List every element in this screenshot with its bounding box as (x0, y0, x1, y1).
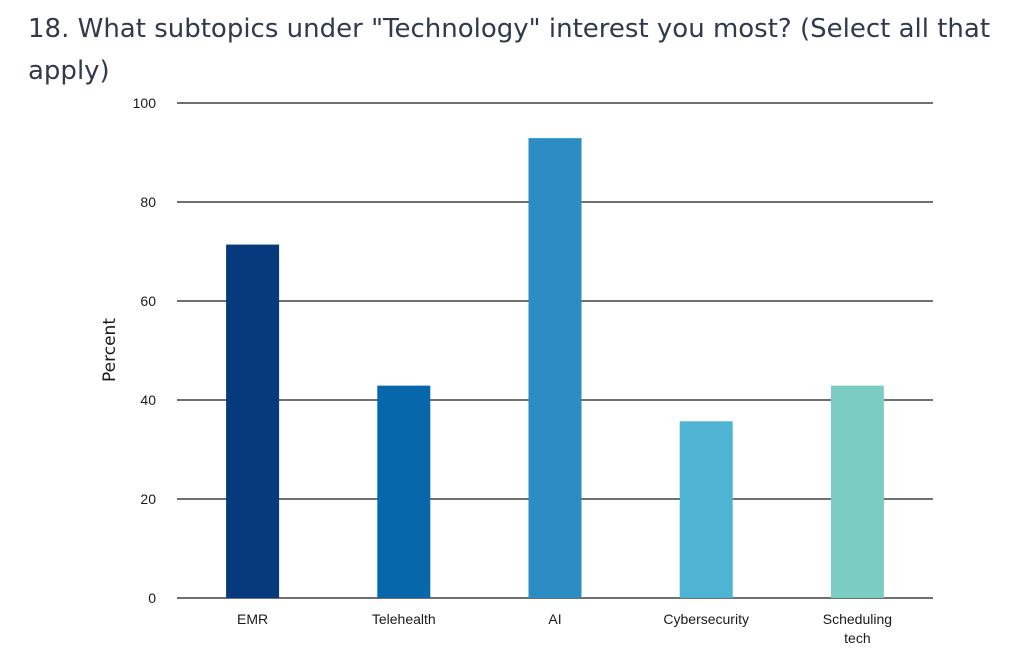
bar (528, 138, 582, 598)
chart-title: 18. What subtopics under "Technology" in… (28, 14, 991, 86)
x-category-label: AI (548, 611, 561, 627)
y-tick-label: 60 (140, 293, 156, 309)
y-axis-label: Percent (100, 318, 120, 382)
x-category-label-line: Cybersecurity (663, 611, 749, 627)
bar (377, 385, 431, 598)
bar (830, 385, 884, 598)
x-category-label-line: AI (548, 611, 561, 627)
y-tick-label: 100 (133, 95, 157, 111)
bar (679, 421, 733, 598)
x-category-label-line: tech (844, 630, 870, 646)
y-tick-labels: 0 20 40 60 80 100 (133, 95, 157, 606)
x-category-label: Cybersecurity (663, 611, 749, 627)
x-category-label-line: EMR (237, 611, 268, 627)
y-tick-label: 20 (140, 491, 156, 507)
x-category-labels: EMR Telehealth AI Cybersecurity Scheduling te… (237, 611, 892, 646)
x-category-label: Scheduling tech (823, 611, 892, 646)
x-category-label: EMR (237, 611, 268, 627)
y-tick-label: 40 (140, 392, 156, 408)
y-tick-label: 0 (148, 590, 156, 606)
bars (226, 138, 884, 598)
x-category-label: Telehealth (372, 611, 436, 627)
x-category-label-line: Scheduling (823, 611, 892, 627)
y-tick-label: 80 (140, 194, 156, 210)
x-category-label-line: Telehealth (372, 611, 436, 627)
bar (226, 244, 280, 598)
